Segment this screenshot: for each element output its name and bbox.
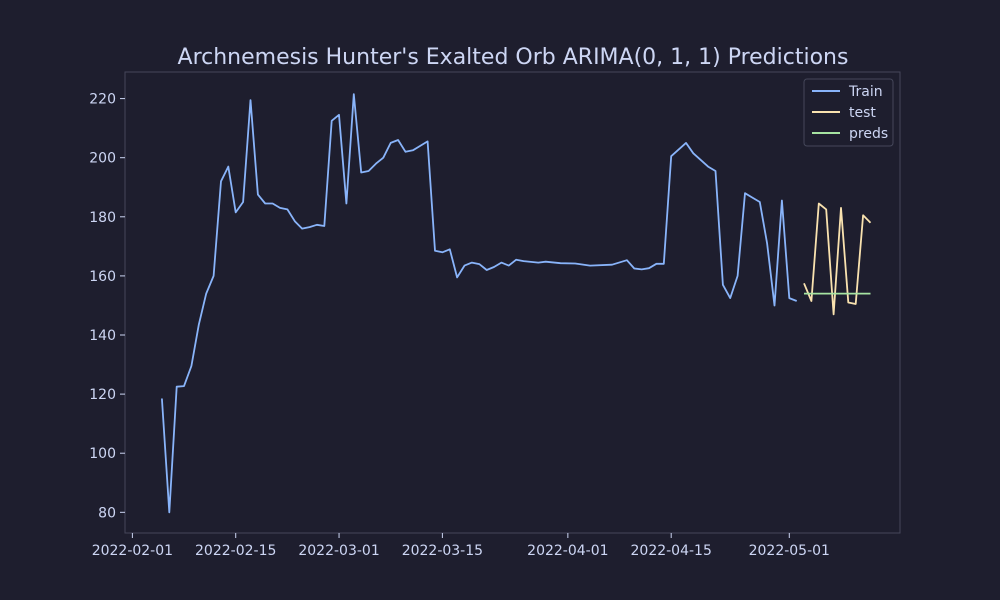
y-tick-label: 80 xyxy=(98,505,116,521)
y-tick-label: 200 xyxy=(89,151,116,167)
y-tick-label: 220 xyxy=(89,92,116,108)
x-tick-label: 2022-04-15 xyxy=(631,543,712,559)
plot-area-frame xyxy=(124,71,901,534)
y-tick-label: 180 xyxy=(89,210,116,226)
y-tick-label: 100 xyxy=(89,446,116,462)
x-axis: 2022-02-01 2022-02-15 2022-03-01 2022-03-15… xyxy=(92,533,830,559)
x-tick-label: 2022-05-01 xyxy=(749,543,830,559)
series-line-test xyxy=(803,202,872,316)
y-tick-label: 160 xyxy=(89,269,116,285)
legend-box xyxy=(803,78,894,147)
legend-label-train: Train xyxy=(848,84,883,100)
legend: Train test preds xyxy=(803,78,894,147)
series-layer xyxy=(161,93,872,514)
x-tick-label: 2022-03-15 xyxy=(402,543,483,559)
x-tick-label: 2022-04-01 xyxy=(527,543,608,559)
x-tick-label: 2022-02-01 xyxy=(92,543,173,559)
x-tick-label: 2022-03-01 xyxy=(298,543,379,559)
y-tick-label: 120 xyxy=(89,387,116,403)
legend-label-preds: preds xyxy=(849,126,888,142)
legend-label-test: test xyxy=(849,105,876,121)
series-line-train xyxy=(161,93,798,514)
chart-title: Archnemesis Hunter's Exalted Orb ARIMA(0… xyxy=(178,45,849,70)
x-tick-label: 2022-02-15 xyxy=(195,543,276,559)
y-tick-label: 140 xyxy=(89,328,116,344)
y-axis: 80 100 120 140 160 180 200 220 xyxy=(89,92,125,521)
